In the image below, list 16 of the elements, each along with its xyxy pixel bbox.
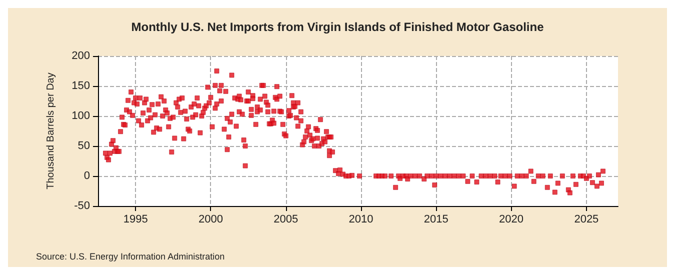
chart-title: Monthly U.S. Net Imports from Virgin Islands of Finished Motor Gasoline xyxy=(131,20,544,34)
source-note: Source: U.S. Energy Information Administration xyxy=(36,252,225,262)
y-tick-label: 50 xyxy=(78,140,90,152)
x-tick-label: 2000 xyxy=(198,214,223,226)
y-tick-label: 200 xyxy=(72,50,90,62)
x-tick-label: 1995 xyxy=(123,214,148,226)
y-tick-label: 0 xyxy=(84,170,90,182)
x-tick-label: 2015 xyxy=(424,214,448,226)
x-tick-label: 2025 xyxy=(574,214,599,226)
y-axis-title: Thousand Barrels per Day xyxy=(46,72,56,190)
y-tick-label: 150 xyxy=(72,80,90,92)
x-tick-label: 2010 xyxy=(348,214,374,226)
x-tick-label: 2005 xyxy=(274,214,298,226)
y-tick-label: -50 xyxy=(74,200,90,212)
y-tick-label: 100 xyxy=(72,110,90,122)
x-tick-label: 2020 xyxy=(499,214,524,226)
